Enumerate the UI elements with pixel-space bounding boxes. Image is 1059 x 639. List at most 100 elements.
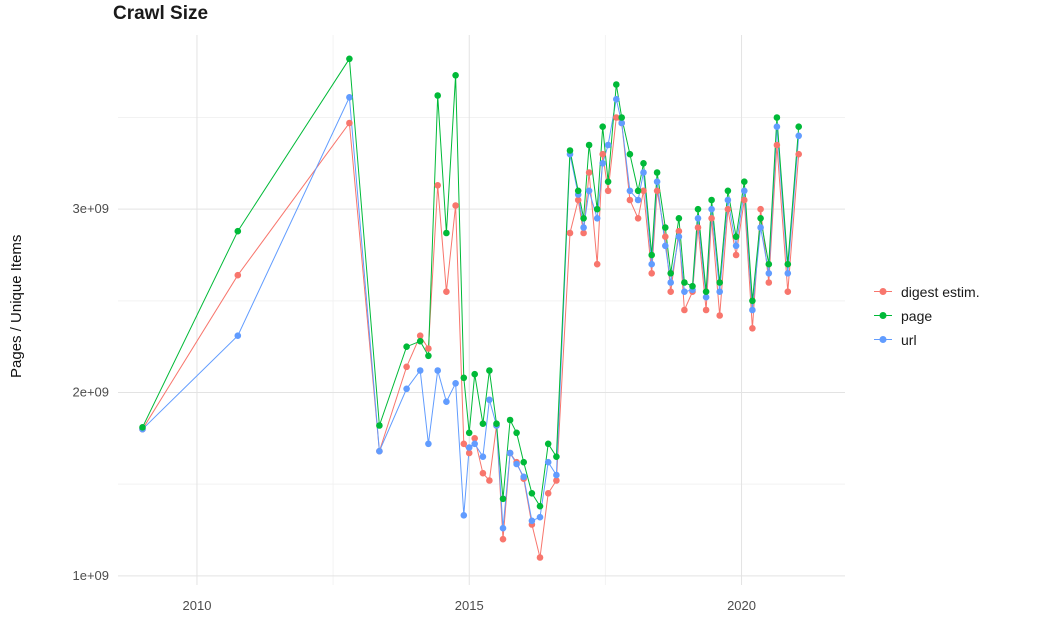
data-point [528, 517, 536, 525]
data-point [618, 114, 625, 121]
data-point [416, 367, 424, 374]
data-point [653, 169, 661, 176]
data-point [765, 270, 773, 277]
data-point [662, 224, 669, 231]
data-point [553, 453, 560, 461]
data-point [403, 363, 410, 371]
data-point [513, 429, 520, 437]
data-point [626, 187, 634, 195]
data-point [653, 178, 661, 185]
x-tick-label: 2010 [183, 598, 212, 613]
data-point [640, 169, 647, 176]
data-point [506, 449, 514, 457]
series-line-digest-estim [142, 116, 800, 558]
data-point [403, 385, 410, 393]
data-point [757, 215, 764, 222]
data-point [681, 306, 688, 314]
chart-title: Crawl Size [113, 3, 209, 24]
data-point [640, 160, 647, 167]
data-point [506, 416, 514, 424]
data-point [471, 370, 479, 378]
data-point [460, 512, 468, 519]
data-point [741, 187, 748, 195]
series-points-url [139, 94, 802, 532]
data-point [376, 422, 383, 429]
data-point [634, 196, 642, 204]
data-point [499, 535, 507, 543]
data-point [640, 187, 647, 195]
data-point [773, 114, 781, 121]
data-point [653, 187, 661, 195]
data-point [520, 473, 527, 481]
data-point [471, 440, 479, 448]
data-point [599, 160, 606, 167]
data-point [681, 279, 688, 286]
data-point [618, 119, 625, 127]
data-point [585, 187, 593, 195]
data-point [732, 233, 740, 240]
data-point [702, 306, 710, 314]
data-point [675, 233, 683, 240]
data-point [667, 279, 674, 286]
data-point [716, 312, 723, 319]
data-point [416, 337, 424, 345]
gridlines [118, 35, 845, 585]
data-point [757, 205, 764, 213]
data-point [513, 460, 520, 468]
data-point [499, 524, 507, 532]
data-point [784, 270, 792, 277]
series-points-digest-estim [139, 114, 802, 561]
data-point [486, 477, 493, 484]
data-point [425, 440, 432, 448]
data-point [662, 242, 669, 250]
data-point [604, 141, 612, 149]
series-line-url [142, 95, 800, 529]
data-point [626, 196, 634, 204]
legend-label: digest estim. [901, 283, 980, 300]
data-point [416, 332, 424, 340]
data-point [434, 182, 442, 189]
data-point [465, 429, 473, 437]
data-point [604, 187, 612, 195]
data-point [139, 424, 146, 431]
data-point [694, 224, 702, 231]
data-point [425, 352, 432, 360]
data-point [585, 169, 593, 176]
data-point [593, 215, 601, 222]
data-point [346, 94, 353, 101]
data-point [593, 260, 601, 268]
data-point [702, 293, 710, 301]
data-point [479, 469, 487, 477]
data-point [716, 288, 723, 296]
data-point [443, 398, 450, 406]
data-point [724, 196, 732, 204]
data-point [580, 229, 587, 237]
data-point [544, 440, 552, 448]
legend: digest estim. page url [872, 283, 980, 348]
data-point [566, 229, 574, 237]
y-tick-label: 1e+09 [72, 568, 109, 583]
data-point [465, 444, 473, 451]
data-point [613, 81, 620, 88]
data-point [434, 92, 442, 99]
data-point [486, 367, 493, 374]
data-point [493, 420, 500, 428]
data-point [708, 196, 715, 204]
legend-label: page [901, 307, 933, 324]
data-point [553, 477, 560, 484]
data-point [749, 297, 756, 305]
data-point [403, 343, 410, 351]
data-point [460, 374, 468, 382]
data-point [536, 502, 544, 510]
data-point [443, 288, 450, 296]
data-point [425, 345, 432, 352]
data-point [732, 251, 740, 259]
data-point [702, 288, 710, 296]
x-tick-label: 2015 [455, 598, 484, 613]
data-point [765, 279, 773, 286]
data-point [732, 242, 740, 250]
data-point [708, 205, 715, 213]
data-point [574, 187, 582, 195]
data-point [452, 72, 459, 79]
